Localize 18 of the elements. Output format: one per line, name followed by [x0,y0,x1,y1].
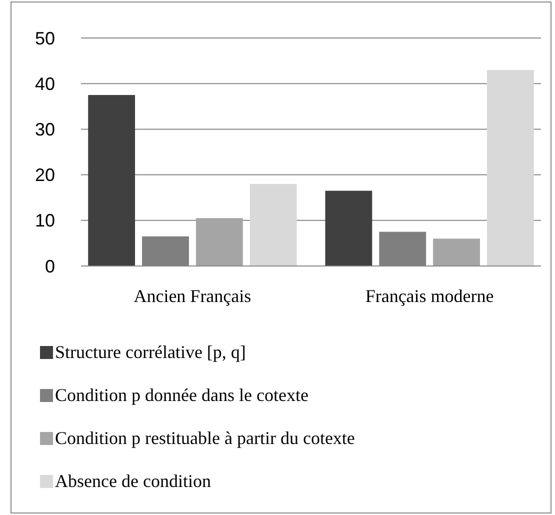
bar [325,190,372,266]
bar [433,238,480,266]
y-tick-label: 20 [34,165,55,186]
y-tick-label: 30 [34,120,55,140]
bar [486,70,534,266]
x-tick-label: Ancien Français [134,286,252,306]
y-tick-label: 10 [34,210,55,231]
y-tick-label: 50 [34,28,55,48]
bar [196,218,243,266]
bar [88,95,136,266]
legend-label: Absence de condition [55,471,211,491]
legend-label: Condition p donnée dans le cotexte [55,385,308,405]
x-tick-label: Français moderne [365,286,494,306]
legend-label: Condition p restituable à partir du cotexte [55,428,355,448]
y-tick-label: 40 [34,74,55,94]
y-tick-label: 0 [44,256,55,276]
bar [250,184,297,266]
legend-label: Structure corrélative [p, q] [55,342,246,362]
